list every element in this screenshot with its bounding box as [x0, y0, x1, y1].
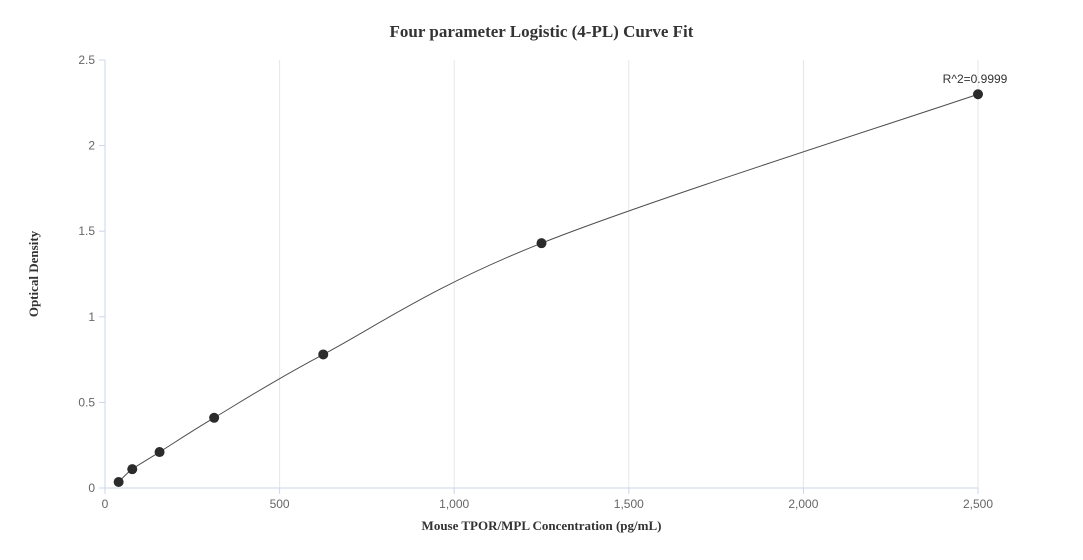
x-tick-label: 0: [102, 497, 109, 511]
y-tick-label: 2.5: [78, 53, 95, 67]
data-point: [113, 477, 124, 488]
data-point: [973, 89, 983, 100]
x-axis-title: Mouse TPOR/MPL Concentration (pg/mL): [421, 518, 662, 533]
r-squared-annotation: R^2=0.9999: [942, 72, 1008, 86]
y-tick-label: 1.5: [78, 224, 95, 238]
y-tick-label: 0: [88, 481, 95, 495]
x-tick-label: 1,500: [614, 497, 644, 511]
fit-curve: [118, 93, 979, 483]
data-point: [536, 238, 547, 249]
data-point: [154, 447, 165, 458]
chart-title: Four parameter Logistic (4-PL) Curve Fit: [389, 22, 694, 41]
y-tick-label: 1: [88, 310, 95, 324]
x-tick-label: 500: [270, 497, 290, 511]
x-tick-label: 2,500: [963, 497, 993, 511]
y-tick-label: 2: [88, 139, 95, 153]
y-axis-title: Optical Density: [26, 230, 41, 318]
data-point: [318, 349, 329, 360]
data-point: [127, 464, 138, 475]
y-tick-label: 0.5: [78, 395, 95, 409]
x-tick-label: 1,000: [439, 497, 469, 511]
x-tick-label: 2,000: [788, 497, 818, 511]
data-point: [209, 412, 220, 423]
